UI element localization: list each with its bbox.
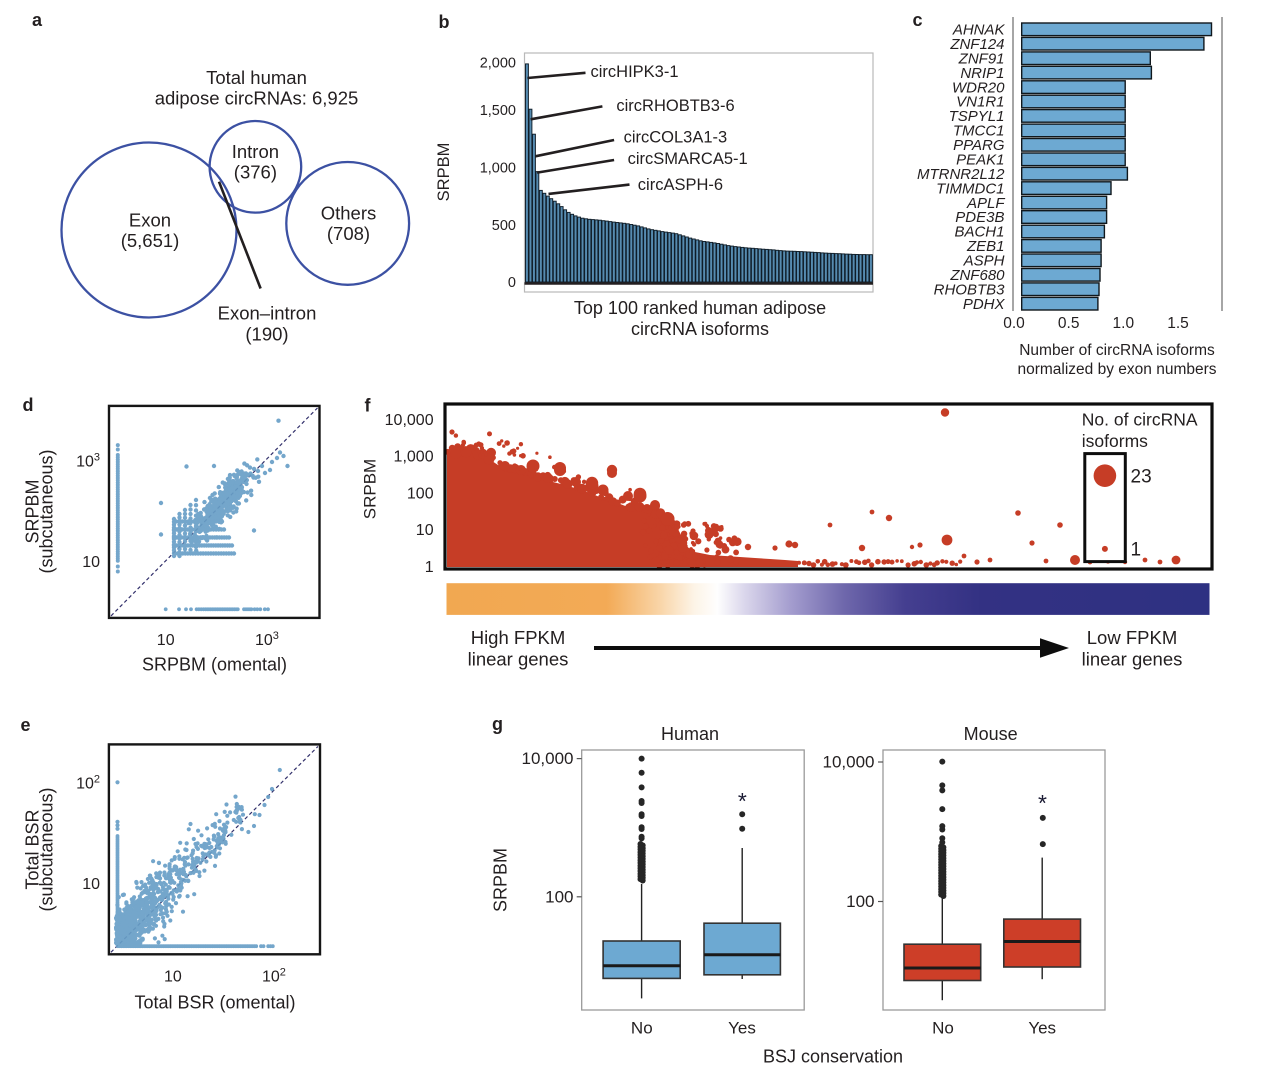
svg-text:0.5: 0.5: [1058, 315, 1080, 332]
svg-text:NRIP1: NRIP1: [960, 65, 1004, 82]
svg-text:ZNF124: ZNF124: [949, 36, 1004, 53]
svg-text:10: 10: [416, 522, 434, 539]
svg-text:circCOL3A1-3: circCOL3A1-3: [624, 128, 728, 146]
svg-text:10: 10: [82, 876, 100, 893]
svg-text:circHIPK3-1: circHIPK3-1: [591, 63, 679, 81]
svg-text:f: f: [365, 396, 372, 416]
svg-text:Total BSR: Total BSR: [23, 809, 43, 889]
svg-text:(376): (376): [234, 162, 277, 183]
svg-text:ZEB1: ZEB1: [966, 238, 1005, 255]
svg-text:100: 100: [407, 485, 434, 502]
svg-text:0: 0: [508, 275, 516, 291]
svg-text:ZNF680: ZNF680: [949, 267, 1005, 284]
svg-text:102: 102: [76, 774, 100, 793]
svg-text:(5,651): (5,651): [121, 230, 180, 251]
svg-text:High FPKM: High FPKM: [471, 627, 566, 648]
svg-text:SRPBM: SRPBM: [435, 143, 453, 202]
svg-text:c: c: [912, 10, 922, 30]
svg-text:2,000: 2,000: [480, 56, 516, 72]
svg-text:1,000: 1,000: [480, 161, 516, 177]
svg-text:PEAK1: PEAK1: [956, 152, 1004, 169]
svg-text:1.0: 1.0: [1113, 315, 1135, 332]
svg-text:ASPH: ASPH: [963, 253, 1005, 270]
svg-text:circSMARCA5-1: circSMARCA5-1: [628, 150, 748, 168]
svg-text:PDE3B: PDE3B: [955, 209, 1004, 226]
svg-text:Top 100 ranked human adipose: Top 100 ranked human adipose: [574, 298, 826, 318]
svg-text:*: *: [738, 788, 747, 814]
svg-text:normalized by exon numbers: normalized by exon numbers: [1017, 361, 1216, 378]
svg-text:100: 100: [545, 888, 573, 907]
svg-text:adipose circRNAs: 6,925: adipose circRNAs: 6,925: [155, 88, 359, 109]
svg-text:Low FPKM: Low FPKM: [1087, 627, 1177, 648]
svg-text:TIMMDC1: TIMMDC1: [936, 180, 1004, 197]
svg-text:No: No: [631, 1019, 653, 1038]
svg-text:1,000: 1,000: [394, 449, 434, 466]
svg-text:(190): (190): [245, 324, 288, 345]
svg-text:100: 100: [846, 892, 874, 911]
svg-text:a: a: [32, 10, 43, 30]
svg-text:Total BSR (omental): Total BSR (omental): [134, 993, 295, 1013]
svg-text:BSJ conservation: BSJ conservation: [763, 1047, 903, 1067]
svg-text:TMCC1: TMCC1: [953, 123, 1005, 140]
svg-text:VN1R1: VN1R1: [956, 94, 1004, 111]
svg-text:No: No: [932, 1019, 954, 1038]
svg-text:1.5: 1.5: [1167, 315, 1189, 332]
svg-text:e: e: [20, 715, 30, 735]
svg-text:Number of circRNA isoforms: Number of circRNA isoforms: [1019, 342, 1215, 359]
svg-text:Exon: Exon: [129, 210, 171, 231]
svg-text:500: 500: [492, 218, 516, 234]
svg-text:Exon–intron: Exon–intron: [218, 303, 317, 324]
svg-text:WDR20: WDR20: [952, 79, 1005, 96]
svg-text:Mouse: Mouse: [964, 724, 1018, 744]
svg-text:ZNF91: ZNF91: [958, 50, 1005, 67]
svg-text:(subcutaneous): (subcutaneous): [37, 787, 57, 911]
svg-text:PDHX: PDHX: [963, 296, 1006, 313]
svg-text:1: 1: [425, 559, 434, 576]
svg-text:SRPBM: SRPBM: [361, 459, 380, 519]
svg-text:Others: Others: [321, 203, 377, 224]
svg-text:(subcutaneous): (subcutaneous): [37, 449, 57, 573]
svg-text:No. of circRNA: No. of circRNA: [1082, 410, 1198, 430]
svg-text:SRPBM: SRPBM: [23, 479, 43, 543]
svg-text:Intron: Intron: [232, 141, 279, 162]
svg-text:10: 10: [157, 632, 175, 649]
svg-text:10,000: 10,000: [385, 412, 434, 429]
svg-text:1: 1: [1131, 540, 1142, 561]
svg-text:10,000: 10,000: [522, 749, 574, 768]
svg-text:*: *: [1038, 790, 1047, 816]
svg-text:23: 23: [1131, 467, 1152, 488]
svg-text:d: d: [23, 395, 34, 415]
svg-text:Human: Human: [661, 724, 719, 744]
svg-text:103: 103: [255, 630, 279, 649]
svg-text:circRHOBTB3-6: circRHOBTB3-6: [616, 97, 734, 115]
svg-text:10: 10: [164, 969, 182, 986]
svg-text:MTRNR2L12: MTRNR2L12: [917, 166, 1005, 183]
svg-text:b: b: [439, 12, 450, 32]
svg-text:102: 102: [262, 967, 286, 986]
svg-text:Yes: Yes: [728, 1019, 756, 1038]
svg-text:AHNAK: AHNAK: [952, 22, 1006, 39]
svg-text:linear genes: linear genes: [468, 649, 569, 670]
svg-text:circASPH-6: circASPH-6: [638, 176, 723, 194]
svg-text:RHOBTB3: RHOBTB3: [934, 281, 1006, 298]
svg-text:TSPYL1: TSPYL1: [949, 108, 1005, 125]
svg-text:(708): (708): [327, 223, 370, 244]
svg-text:circRNA isoforms: circRNA isoforms: [631, 319, 769, 339]
svg-text:10,000: 10,000: [823, 753, 875, 772]
svg-text:Total human: Total human: [206, 67, 307, 88]
svg-text:g: g: [492, 714, 503, 734]
svg-text:BACH1: BACH1: [954, 224, 1004, 241]
svg-text:0.0: 0.0: [1003, 315, 1025, 332]
svg-text:PPARG: PPARG: [953, 137, 1005, 154]
svg-text:SRPBM: SRPBM: [491, 848, 511, 912]
svg-text:linear genes: linear genes: [1082, 649, 1183, 670]
svg-text:10: 10: [82, 554, 100, 571]
svg-text:APLF: APLF: [966, 195, 1005, 212]
svg-text:SRPBM (omental): SRPBM (omental): [142, 655, 287, 675]
svg-text:1,500: 1,500: [480, 103, 516, 119]
svg-text:Yes: Yes: [1028, 1019, 1056, 1038]
svg-text:103: 103: [76, 452, 100, 471]
svg-text:isoforms: isoforms: [1082, 431, 1148, 451]
